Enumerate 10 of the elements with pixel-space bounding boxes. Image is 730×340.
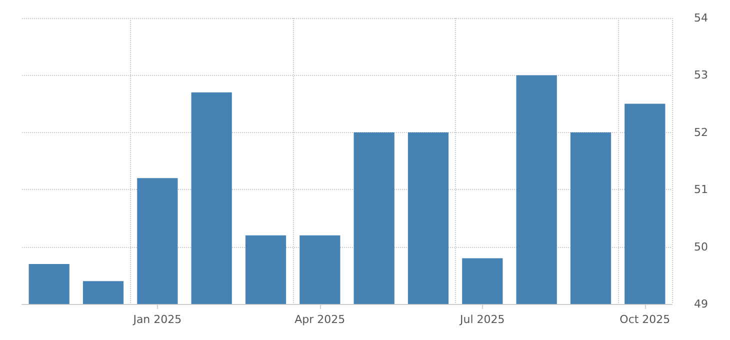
x-tick-label: Oct 2025 <box>620 313 670 326</box>
y-tick-label: 54 <box>694 12 708 24</box>
y-tick-label: 49 <box>694 298 708 310</box>
x-tick-label: Apr 2025 <box>294 313 346 326</box>
x-tick-label: Jan 2025 <box>132 313 182 326</box>
y-tick-label: 53 <box>694 68 708 82</box>
y-tick-label: 50 <box>694 240 708 254</box>
y-tick-label: 52 <box>694 126 708 139</box>
y-tick-label: 51 <box>694 183 708 196</box>
x-tick-label: Jul 2025 <box>459 313 505 326</box>
